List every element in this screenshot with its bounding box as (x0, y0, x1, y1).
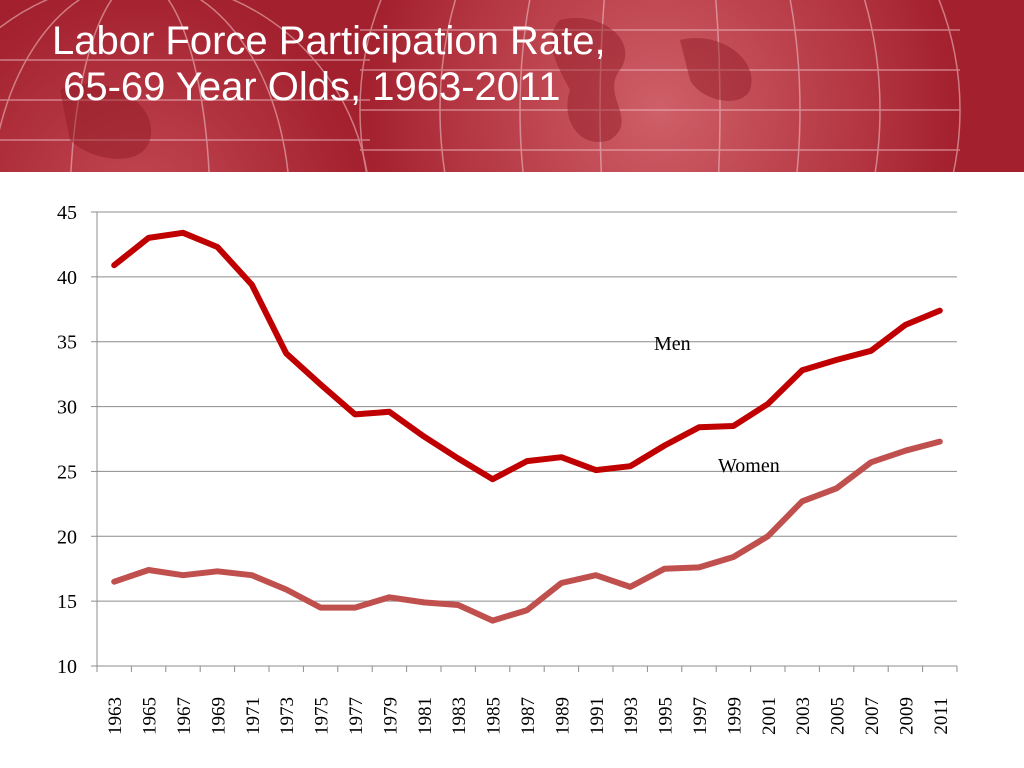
x-tick-label-1975: 1975 (312, 697, 333, 735)
x-tick-label-1985: 1985 (484, 697, 505, 735)
x-tick-label-1981: 1981 (415, 697, 436, 735)
line-chart: 10 15 20 25 30 35 40 45 1963 1965 1967 1969 1971 197… (57, 202, 958, 735)
series-labels: Men Women (654, 333, 780, 477)
y-tick-label-40: 40 (57, 267, 77, 289)
series-label-men: Men (654, 333, 691, 355)
y-tick-label-35: 35 (57, 332, 77, 354)
x-tick-label-1963: 1963 (105, 697, 126, 735)
x-tick-label-2003: 2003 (793, 697, 814, 735)
y-tick-label-45: 45 (57, 202, 77, 224)
series-label-women: Women (718, 455, 780, 477)
slide-title: Labor Force Participation Rate, 65-69 Ye… (52, 18, 606, 110)
x-tick-label-1977: 1977 (346, 697, 367, 735)
x-tick-label-1989: 1989 (552, 697, 573, 735)
x-tick-label-1969: 1969 (208, 697, 229, 735)
slide-header: Labor Force Participation Rate, 65-69 Ye… (0, 0, 1024, 172)
gridlines (97, 211, 957, 602)
x-tick-label-2009: 2009 (896, 697, 917, 735)
y-tick-label-20: 20 (57, 526, 77, 548)
y-tick-label-15: 15 (57, 591, 77, 613)
x-tick-label-1987: 1987 (518, 697, 539, 735)
series-lines (111, 229, 943, 624)
y-tick-label-30: 30 (57, 397, 77, 419)
globe-graphic (0, 0, 961, 172)
x-tick-label-1995: 1995 (656, 697, 677, 735)
title-line-2: 65-69 Year Olds, 1963-2011 (52, 65, 561, 109)
x-axis-ticks: 1963 1965 1967 1969 1971 1973 1975 1977 1979 1981… (96, 666, 958, 735)
series-line-men (111, 229, 943, 483)
x-tick-label-1967: 1967 (174, 697, 195, 735)
axes (96, 212, 957, 667)
x-tick-label-1991: 1991 (587, 697, 608, 735)
x-tick-label-1997: 1997 (690, 697, 711, 735)
x-tick-label-1971: 1971 (243, 697, 264, 735)
y-axis-ticks: 10 15 20 25 30 35 40 45 (57, 202, 97, 678)
y-tick-label-25: 25 (57, 461, 77, 483)
x-tick-label-2005: 2005 (828, 697, 849, 735)
series-line-women (111, 438, 943, 624)
x-tick-label-1973: 1973 (277, 697, 298, 735)
x-tick-label-1993: 1993 (621, 697, 642, 735)
title-line-1: Labor Force Participation Rate, (52, 19, 606, 63)
y-tick-label-10: 10 (57, 656, 77, 678)
x-tick-label-2007: 2007 (862, 697, 883, 735)
x-tick-label-1965: 1965 (140, 697, 161, 735)
x-tick-label-1979: 1979 (380, 697, 401, 735)
x-tick-label-1983: 1983 (449, 697, 470, 735)
x-tick-label-2011: 2011 (931, 697, 952, 734)
x-tick-label-2001: 2001 (759, 697, 780, 735)
x-tick-label-1999: 1999 (724, 697, 745, 735)
